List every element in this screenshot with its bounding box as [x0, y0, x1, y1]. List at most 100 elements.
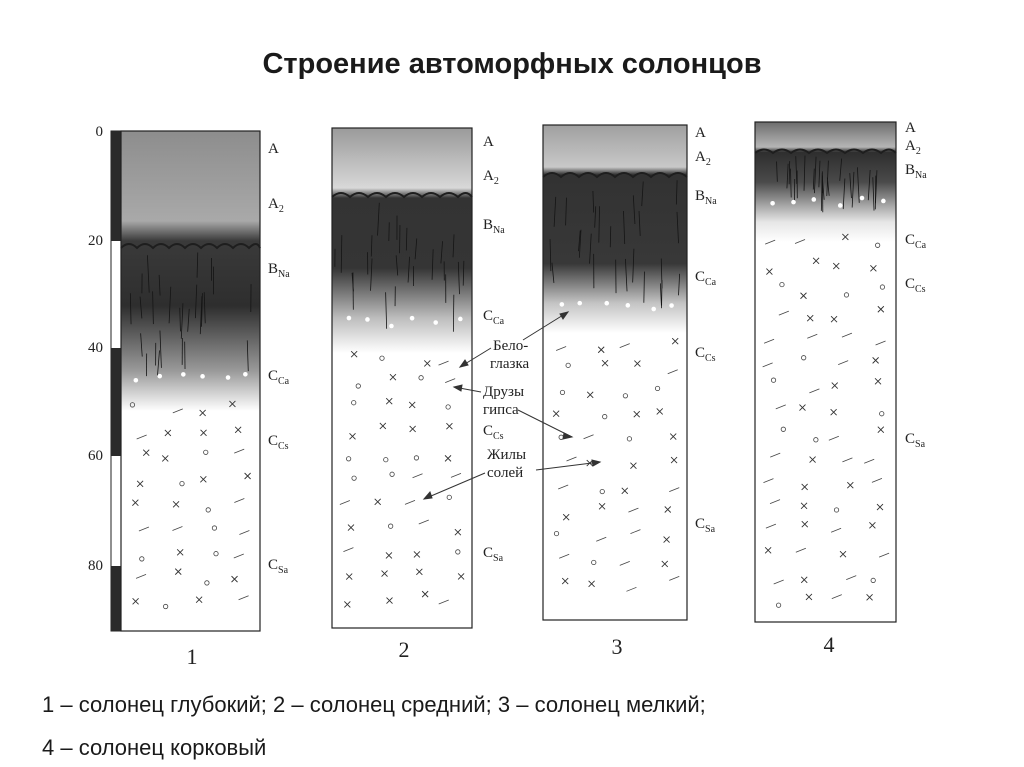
annotation-beloglazka: Бело- — [493, 338, 528, 354]
arrow-head — [559, 311, 570, 320]
gypsum-cross-mark — [830, 315, 838, 323]
gypsum-cross-mark — [872, 357, 879, 364]
gypsum-cross-mark — [664, 506, 672, 513]
carbonate-circle-mark — [626, 436, 633, 442]
streak-mark — [589, 233, 592, 264]
salt-vein-mark — [878, 552, 890, 558]
streak-mark — [440, 241, 443, 264]
horizon-label: A2 — [695, 149, 711, 168]
gypsum-cross-mark — [800, 576, 808, 584]
streak-mark — [179, 307, 181, 332]
annotation-arrow — [423, 472, 486, 500]
streak-mark — [340, 235, 343, 273]
carbonate-circle-mark — [801, 355, 807, 361]
gypsum-cross-mark — [457, 573, 465, 580]
gypsum-cross-mark — [385, 397, 393, 405]
carbonate-circle-mark — [602, 414, 608, 420]
streak-mark — [678, 273, 681, 296]
streak-mark — [788, 161, 791, 185]
salt-vein-mark — [841, 332, 853, 338]
gypsum-cross-mark — [598, 502, 606, 510]
streak-mark — [839, 158, 843, 181]
carbonate-circle-mark — [622, 393, 629, 399]
beloglazka-dot — [365, 317, 370, 322]
horizon-label: BNa — [695, 188, 717, 207]
salt-vein-mark — [775, 404, 786, 410]
pattern-marks — [334, 202, 465, 608]
beloglazka-dot — [651, 306, 657, 312]
soil-profiles-diagram: 0 20 40 60 80 A A2 BNa CCa CCs CSa A A2 … — [88, 120, 927, 669]
horizon-boundary — [331, 192, 473, 199]
streak-mark — [632, 248, 635, 283]
streak-mark — [776, 161, 778, 182]
beloglazka-dot — [811, 197, 817, 202]
gypsum-cross-mark — [349, 432, 356, 440]
streak-mark — [452, 234, 455, 258]
gypsum-cross-mark — [661, 560, 669, 568]
horizon-boundary — [120, 243, 261, 250]
streak-mark — [414, 238, 418, 260]
gypsum-cross-mark — [416, 568, 423, 576]
streak-mark — [152, 291, 154, 325]
salt-vein-mark — [809, 388, 820, 394]
carbonate-circle-mark — [355, 383, 361, 389]
salt-vein-mark — [172, 526, 183, 531]
salt-vein-mark — [769, 499, 781, 504]
carbonate-circle-mark — [599, 488, 605, 495]
salt-vein-mark — [438, 599, 449, 605]
annotation-zhily: Жилы — [487, 447, 526, 463]
salt-vein-mark — [842, 457, 853, 463]
gypsum-cross-mark — [446, 422, 453, 430]
carbonate-circle-mark — [775, 602, 782, 608]
gypsum-cross-mark — [132, 598, 139, 605]
streak-mark — [203, 292, 206, 324]
gypsum-cross-mark — [876, 503, 884, 511]
streak-mark — [385, 292, 388, 329]
caption-line-1: 1 – солонец глубокий; 2 – солонец средни… — [42, 692, 706, 717]
carbonate-circle-mark — [351, 475, 357, 481]
gypsum-cross-mark — [633, 410, 641, 418]
beloglazka-dot — [409, 315, 415, 321]
streak-mark — [641, 181, 644, 207]
streak-mark — [405, 227, 408, 251]
carbonate-circle-mark — [211, 525, 218, 531]
salt-vein-mark — [418, 519, 429, 525]
salt-vein-mark — [558, 484, 569, 490]
gypsum-cross-mark — [812, 257, 820, 265]
gypsum-cross-mark — [454, 528, 462, 536]
streak-mark — [803, 155, 806, 191]
gypsum-cross-mark — [877, 305, 885, 313]
gypsum-cross-mark — [552, 410, 560, 418]
gypsum-cross-mark — [800, 502, 808, 510]
gypsum-cross-mark — [344, 601, 351, 608]
salt-vein-mark — [763, 338, 775, 344]
streak-mark — [786, 163, 789, 189]
streak-mark — [246, 340, 249, 372]
gypsum-cross-mark — [229, 400, 236, 408]
arrow-head — [452, 384, 463, 392]
horizon-label: A — [905, 120, 916, 136]
carbonate-circle-mark — [163, 603, 169, 610]
gypsum-cross-mark — [634, 360, 641, 367]
streak-mark — [598, 206, 600, 243]
streak-mark — [565, 197, 567, 226]
streak-mark — [842, 178, 846, 210]
streak-mark — [157, 350, 160, 376]
streak-mark — [625, 258, 628, 292]
depth-tick-label: 80 — [88, 558, 103, 574]
gypsum-cross-mark — [621, 487, 629, 495]
beloglazka-dot — [859, 195, 865, 201]
salt-vein-mark — [596, 536, 607, 542]
streak-mark — [158, 274, 161, 296]
salt-vein-mark — [438, 360, 449, 366]
salt-vein-mark — [626, 586, 637, 592]
beloglazka-dot — [225, 375, 231, 380]
streak-mark — [592, 190, 595, 213]
pattern-marks — [762, 155, 890, 608]
horizon-label: CCa — [905, 232, 927, 251]
annotation-druzy: Друзы — [483, 384, 524, 400]
streak-mark — [578, 229, 582, 258]
beloglazka-dot — [133, 377, 139, 383]
gypsum-cross-mark — [195, 596, 203, 603]
profile-number: 1 — [187, 644, 198, 669]
